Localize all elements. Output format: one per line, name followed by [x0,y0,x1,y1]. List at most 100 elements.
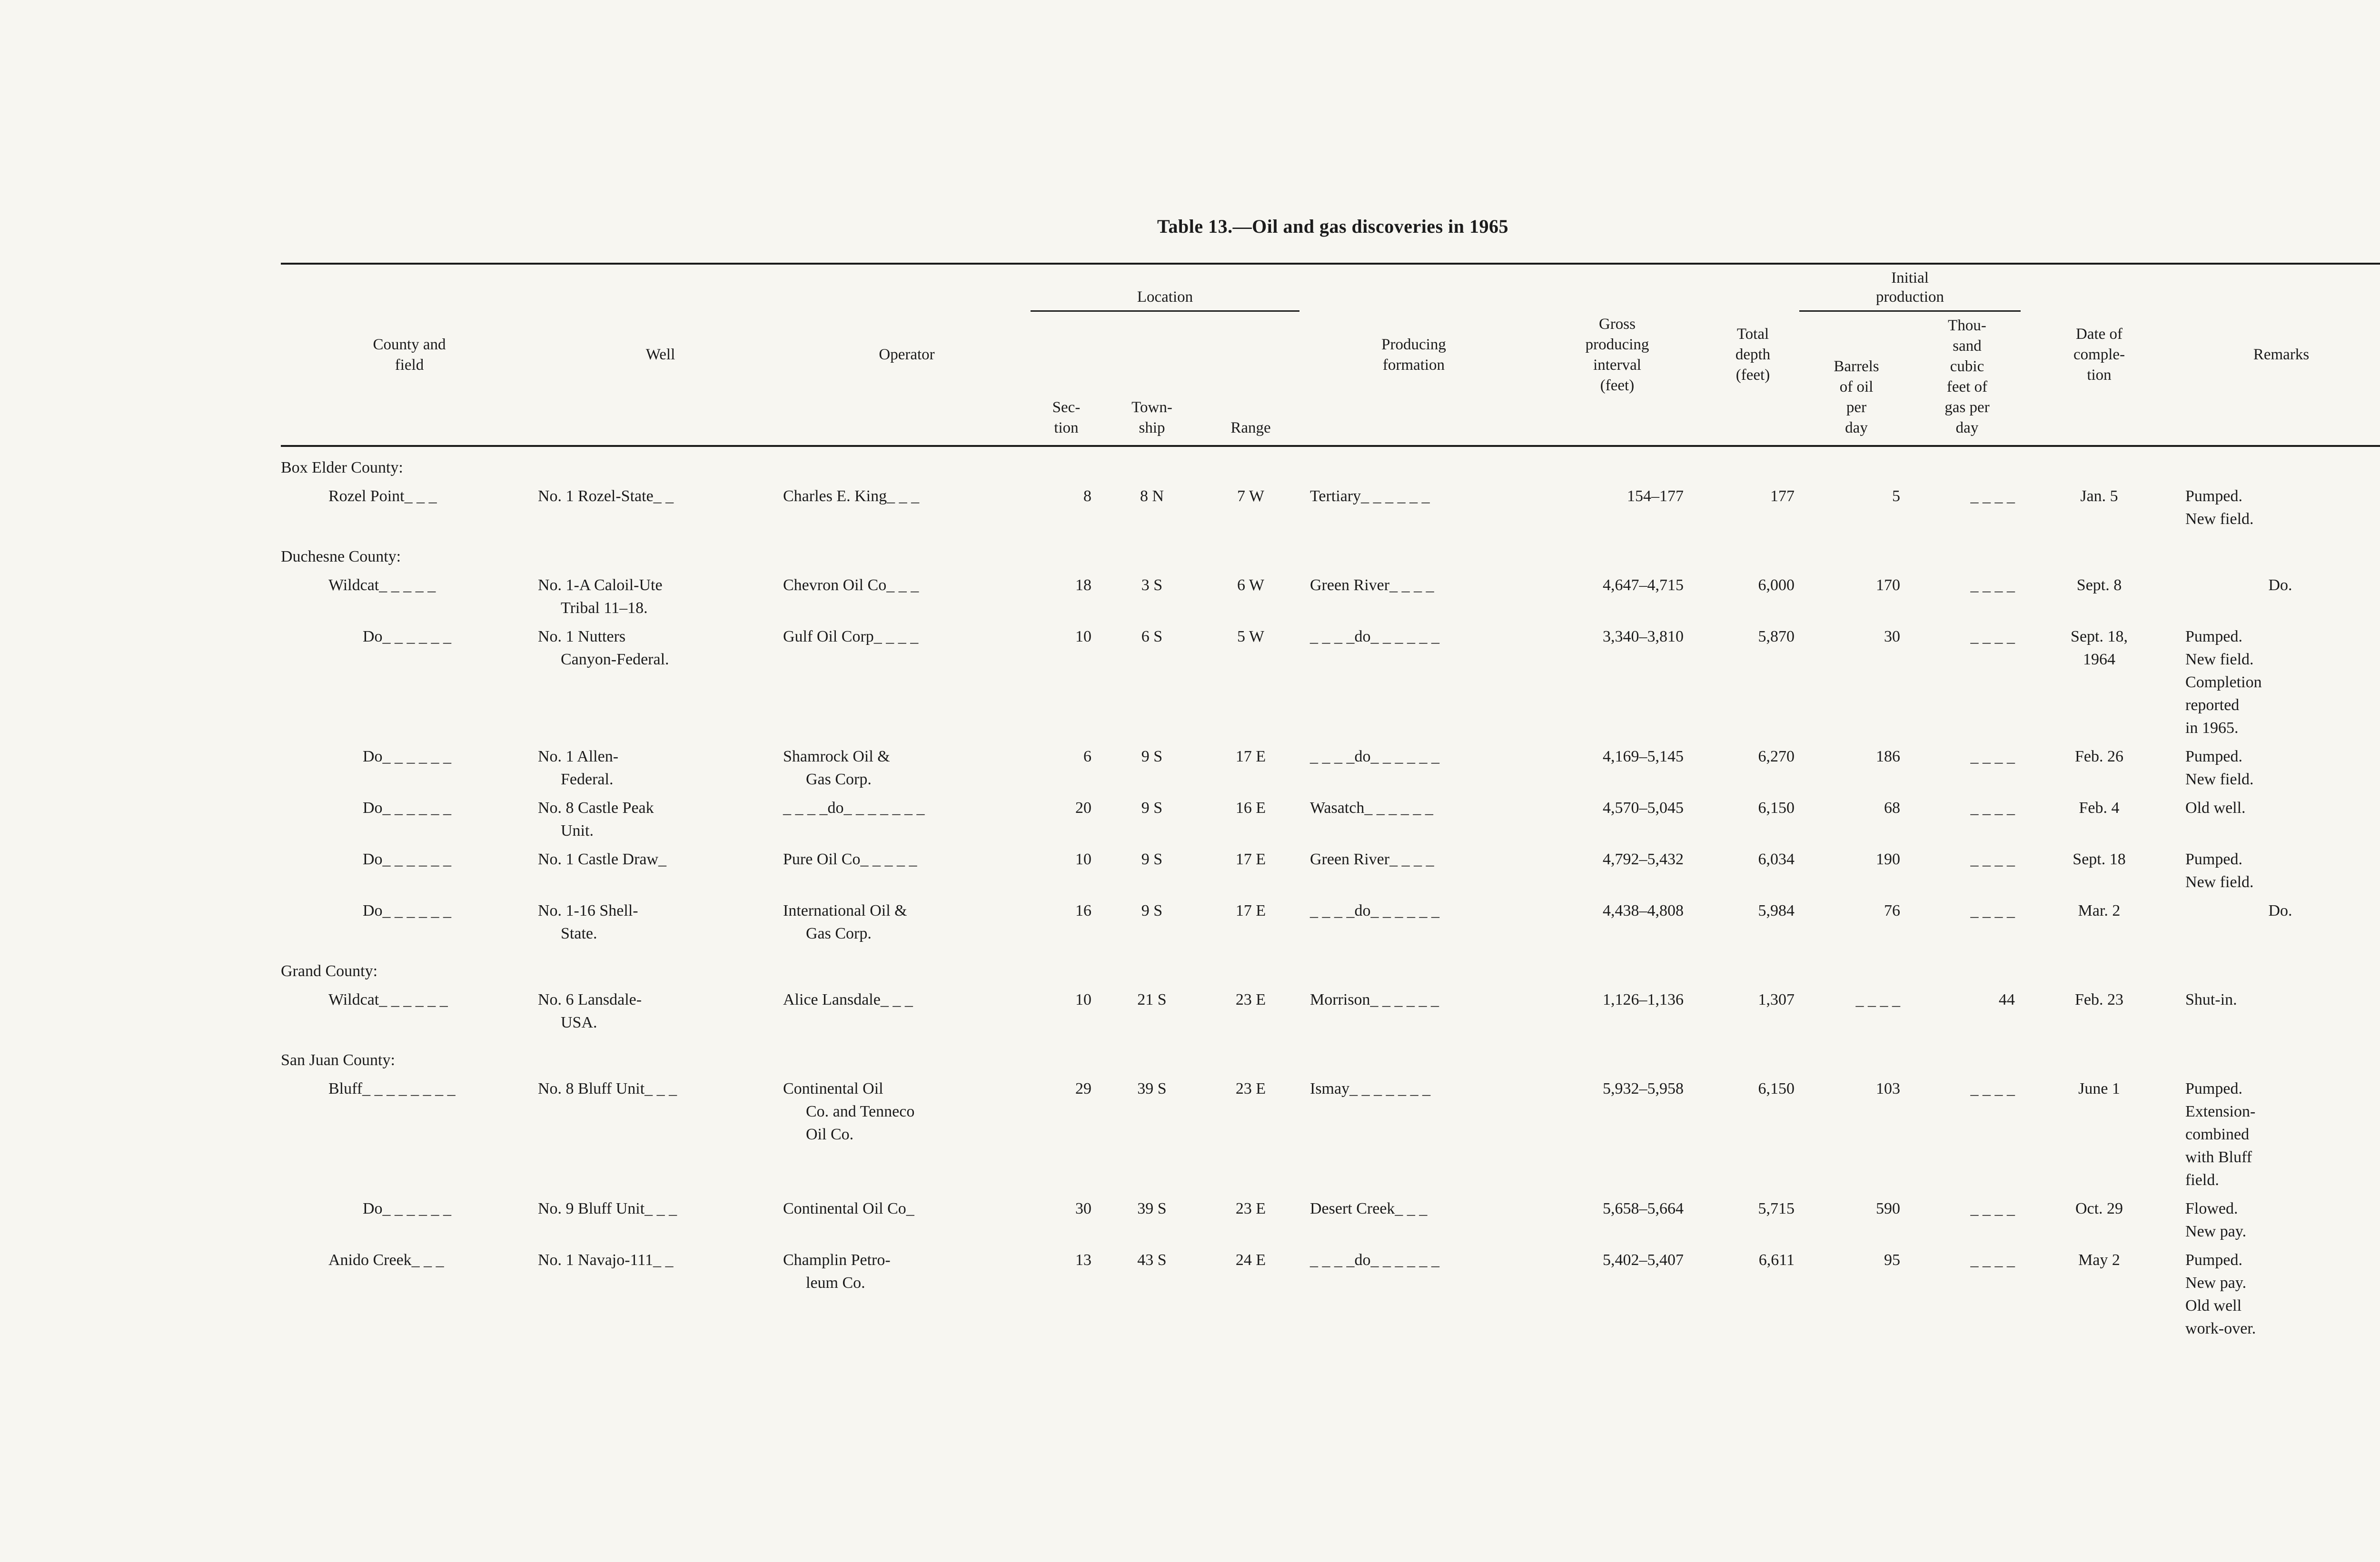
cell-remarks: Pumped. New pay. Old well work-over. [2185,1251,2256,1337]
cell-township: 39 S [1137,1200,1167,1217]
cell-range: 23 E [1235,1200,1266,1217]
table-row: Anido Creek_ _ _ No. 1 Navajo-111_ _ Champ… [281,1245,2380,1342]
cell-barrels: 95 [1884,1251,1900,1269]
cell-date: Feb. 4 [2079,799,2120,817]
cell-county-field: Wildcat_ _ _ _ _ [328,576,436,594]
table-row: Bluff_ _ _ _ _ _ _ _ No. 8 Bluff Unit_ _ … [281,1073,2380,1193]
table-row: Do_ _ _ _ _ _ No. 1 Castle Draw_ Pure Oil … [281,844,2380,895]
cell-date: Sept. 18, 1964 [2071,628,2128,668]
cell-barrels: 30 [1884,628,1900,645]
county-section-row: Grand County: [281,947,2380,984]
cell-township: 21 S [1137,991,1167,1008]
cell-well: No. 8 Bluff Unit_ _ _ [538,1080,677,1097]
cell-date: June 1 [2078,1080,2120,1097]
cell-depth: 6,150 [1758,1080,1795,1097]
cell-county-field: Bluff_ _ _ _ _ _ _ _ [328,1080,456,1097]
cell-formation: _ _ _ _do_ _ _ _ _ _ [1310,902,1439,919]
cell-operator: Champlin Petro- leum Co. [783,1251,891,1292]
header-row-groups: County and field Well Operator Location … [281,264,2380,394]
cell-interval: 4,438–4,808 [1603,902,1684,919]
cell-gas: _ _ _ _ [1970,1080,2015,1097]
cell-barrels: 190 [1876,850,1900,868]
cell-remarks: Do. [2268,576,2292,594]
cell-well: No. 9 Bluff Unit_ _ _ [538,1200,677,1217]
cell-range: 7 W [1237,487,1264,505]
cell-well: No. 1-A Caloil-Ute Tribal 11–18. [538,576,663,617]
cell-barrels: _ _ _ _ [1855,991,1901,1008]
cell-depth: 5,870 [1758,628,1795,645]
cell-gas: _ _ _ _ [1970,576,2015,594]
cell-gas: _ _ _ _ [1970,1200,2015,1217]
cell-county-field: Rozel Point_ _ _ [328,487,437,505]
table-container: County and field Well Operator Location … [281,263,2380,1342]
cell-operator: Chevron Oil Co_ _ _ [783,576,919,594]
cell-depth: 1,307 [1758,991,1795,1008]
cell-gas: _ _ _ _ [1970,799,2015,817]
cell-range: 23 E [1235,991,1266,1008]
cell-operator: _ _ _ _do_ _ _ _ _ _ _ [783,799,925,817]
cell-date: Feb. 23 [2075,991,2124,1008]
county-section-label: Box Elder County: [281,459,403,476]
county-section-row: Duchesne County: [281,532,2380,570]
cell-gas: _ _ _ _ [1970,1251,2015,1269]
cell-operator: Gulf Oil Corp_ _ _ _ [783,628,919,645]
cell-county-field: Do_ _ _ _ _ _ [363,799,452,817]
cell-formation: Green River_ _ _ _ [1310,576,1434,594]
cell-barrels: 186 [1876,748,1900,765]
cell-formation: _ _ _ _do_ _ _ _ _ _ [1310,1251,1439,1269]
cell-operator: International Oil & Gas Corp. [783,902,907,942]
cell-well: No. 1 Allen- Federal. [538,748,619,788]
cell-well: No. 1 Navajo-111_ _ [538,1251,674,1269]
cell-interval: 1,126–1,136 [1603,991,1684,1008]
header-gross-interval: Gross producing interval (feet) [1585,315,1649,394]
cell-operator: Continental Oil Co_ [783,1200,914,1217]
cell-depth: 6,034 [1758,850,1795,868]
cell-formation: Desert Creek_ _ _ [1310,1200,1428,1217]
county-section-row: Box Elder County: [281,446,2380,481]
cell-date: Jan. 5 [2080,487,2118,505]
county-section-row: San Juan County: [281,1036,2380,1073]
cell-date: Oct. 29 [2075,1200,2123,1217]
cell-depth: 5,984 [1758,902,1795,919]
header-well: Well [645,346,675,363]
header-completion-date: Date of comple- tion [2073,326,2125,384]
cell-formation: _ _ _ _do_ _ _ _ _ _ [1310,628,1439,645]
cell-barrels: 76 [1884,902,1900,919]
cell-depth: 6,611 [1758,1251,1795,1269]
cell-county-field: Do_ _ _ _ _ _ [363,1200,452,1217]
cell-interval: 4,647–4,715 [1603,576,1684,594]
cell-operator: Continental Oil Co. and Tenneco Oil Co. [783,1080,915,1143]
cell-well: No. 1 Nutters Canyon-Federal. [538,628,669,668]
header-producing-formation: Producing formation [1381,336,1446,374]
cell-well: No. 8 Castle Peak Unit. [538,799,654,840]
cell-county-field: Anido Creek_ _ _ [328,1251,444,1269]
cell-section: 16 [1075,902,1091,919]
cell-gas: _ _ _ _ [1970,628,2015,645]
cell-depth: 177 [1770,487,1795,505]
cell-date: Sept. 8 [2076,576,2122,594]
cell-township: 6 S [1141,628,1163,645]
cell-section: 6 [1083,748,1091,765]
discoveries-table: County and field Well Operator Location … [281,263,2380,1342]
header-gas-mcf: Thou- sand cubic feet of gas per day [1944,317,1990,436]
table-body: Box Elder County: Rozel Point_ _ _ No. 1 R… [281,446,2380,1342]
header-township: Town- ship [1131,399,1172,436]
cell-township: 43 S [1137,1251,1167,1269]
table-row: Wildcat_ _ _ _ _ _ No. 6 Lansdale- USA. Al… [281,984,2380,1036]
cell-section: 13 [1075,1251,1091,1269]
cell-formation: Tertiary_ _ _ _ _ _ [1310,487,1430,505]
cell-barrels: 103 [1876,1080,1900,1097]
table-row: Do_ _ _ _ _ _ No. 1 Nutters Canyon-Federa… [281,621,2380,741]
cell-range: 17 E [1235,850,1266,868]
cell-range: 6 W [1237,576,1264,594]
cell-barrels: 590 [1876,1200,1900,1217]
cell-range: 17 E [1235,748,1266,765]
cell-operator: Shamrock Oil & Gas Corp. [783,748,890,788]
cell-date: Feb. 26 [2075,748,2124,765]
header-initial-production-group: Initial production [1799,264,2021,312]
cell-township: 8 N [1140,487,1164,505]
cell-range: 23 E [1235,1080,1266,1097]
cell-section: 20 [1075,799,1091,817]
cell-depth: 6,270 [1758,748,1795,765]
